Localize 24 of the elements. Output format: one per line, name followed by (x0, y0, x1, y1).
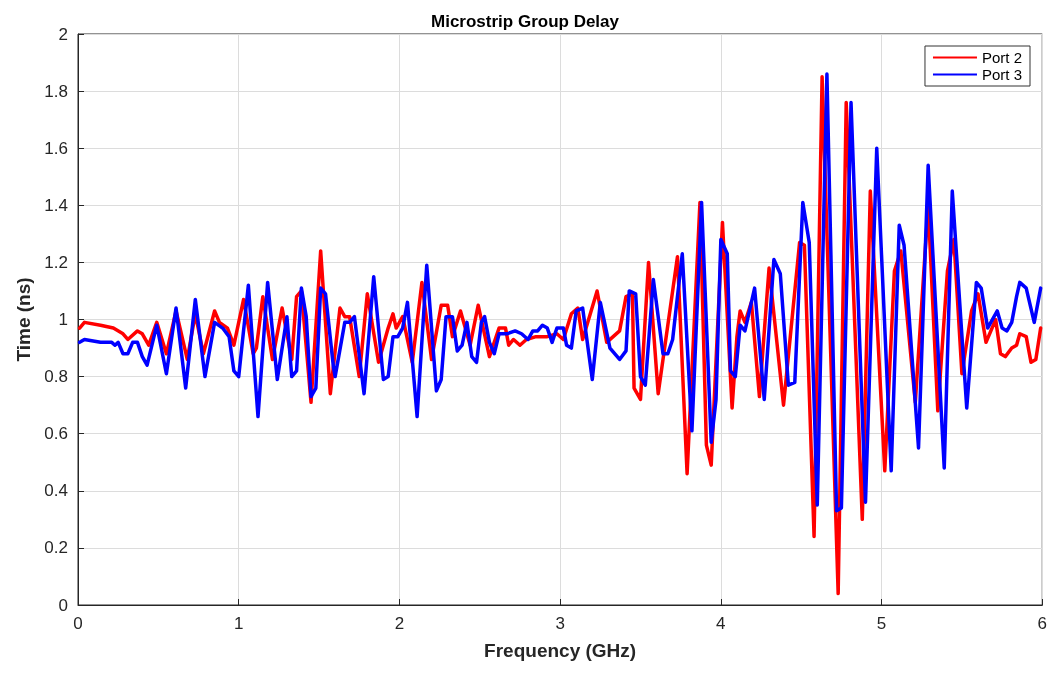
y-tick-label: 1.6 (44, 138, 68, 158)
y-tick-label: 0.8 (44, 367, 68, 387)
x-axis-title: Frequency (GHz) (484, 640, 637, 661)
y-tick-label: 1.4 (44, 195, 68, 215)
x-tick-label: 0 (73, 614, 83, 633)
chart-title: Microstrip Group Delay (431, 12, 620, 31)
legend-label: Port 2 (981, 49, 1023, 66)
y-tick-label: 1.2 (44, 252, 68, 272)
y-tick-label: 0.2 (44, 538, 68, 558)
x-tick-label: 5 (876, 614, 887, 633)
y-axis-title: Time (ns) (13, 277, 35, 362)
line-series (77, 72, 1043, 513)
x-tick-label: 3 (555, 614, 565, 633)
x-tick-label: 1 (233, 614, 244, 633)
legend-label: Port 3 (981, 66, 1023, 83)
y-tick-label: 1.8 (44, 81, 68, 101)
y-tick-label: 0.4 (44, 481, 68, 501)
y-tick-label: 0 (58, 595, 68, 615)
x-tick-label: 6 (1037, 614, 1048, 633)
y-tick-label: 0.6 (44, 424, 68, 444)
x-tick-label: 4 (716, 614, 726, 633)
y-tick-label: 2 (58, 24, 68, 44)
x-tick-label: 2 (394, 614, 405, 633)
y-tick-label: 1 (58, 310, 68, 329)
